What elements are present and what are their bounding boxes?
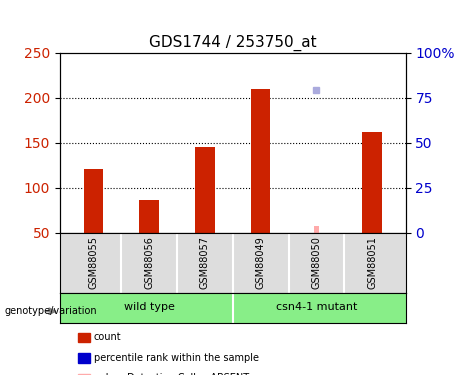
Text: GSM88055: GSM88055 bbox=[89, 236, 98, 289]
Bar bbox=[83, 169, 103, 232]
Bar bbox=[313, 226, 319, 232]
Text: GSM88056: GSM88056 bbox=[144, 236, 154, 289]
Text: GSM88049: GSM88049 bbox=[256, 236, 266, 289]
Text: GSM88050: GSM88050 bbox=[312, 236, 321, 289]
Text: wild type: wild type bbox=[124, 303, 175, 312]
Text: genotype/variation: genotype/variation bbox=[5, 306, 97, 316]
Bar bbox=[139, 200, 159, 232]
Text: csn4-1 mutant: csn4-1 mutant bbox=[276, 303, 357, 312]
Title: GDS1744 / 253750_at: GDS1744 / 253750_at bbox=[149, 35, 317, 51]
Bar bbox=[362, 132, 382, 232]
Bar bbox=[251, 88, 271, 232]
Text: value, Detection Call = ABSENT: value, Detection Call = ABSENT bbox=[94, 374, 248, 375]
Text: GSM88051: GSM88051 bbox=[367, 236, 377, 289]
Text: GSM88057: GSM88057 bbox=[200, 236, 210, 289]
Text: percentile rank within the sample: percentile rank within the sample bbox=[94, 353, 259, 363]
Text: count: count bbox=[94, 332, 121, 342]
Bar bbox=[195, 147, 215, 232]
